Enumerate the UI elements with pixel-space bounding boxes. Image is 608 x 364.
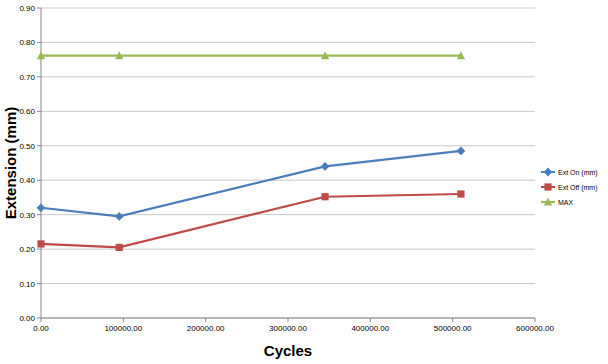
- tick-mark: [41, 318, 42, 322]
- grid-line: [41, 42, 535, 43]
- x-axis-title: Cycles: [264, 342, 312, 359]
- tick-label: 600000.00: [516, 324, 554, 333]
- grid-line: [41, 249, 535, 250]
- tick-label: 400000.00: [351, 324, 389, 333]
- legend-marker: [544, 198, 552, 206]
- tick-mark: [37, 214, 41, 215]
- legend-label: Ext Off (mm): [558, 184, 598, 192]
- tick-mark: [205, 318, 206, 322]
- series-line: [41, 54, 461, 56]
- data-point: [115, 51, 123, 59]
- data-point: [116, 244, 123, 251]
- grid-line: [41, 76, 535, 77]
- tick-label: 0.10: [19, 280, 35, 289]
- legend-label: MAX: [558, 199, 574, 206]
- tick-mark: [370, 318, 371, 322]
- tick-label: 300000.00: [269, 324, 307, 333]
- tick-mark: [37, 318, 41, 319]
- tick-mark: [452, 318, 453, 322]
- series-line: [41, 151, 461, 216]
- legend: Ext On (mm) Ext Off (mm) MAX: [541, 168, 598, 206]
- data-point: [321, 193, 328, 200]
- tick-label: 0.20: [19, 245, 35, 254]
- grid-line: [41, 318, 535, 319]
- data-point: [321, 162, 330, 171]
- data-point: [37, 240, 44, 247]
- tick-label: 0.90: [19, 4, 35, 13]
- tick-mark: [37, 8, 41, 9]
- tick-label: 0.00: [33, 324, 49, 333]
- tick-label: 0.50: [19, 142, 35, 151]
- tick-label: 0.00: [19, 314, 35, 323]
- data-point: [457, 147, 466, 156]
- tick-mark: [37, 283, 41, 284]
- series-line: [41, 194, 461, 247]
- tick-mark: [535, 318, 536, 322]
- data-point: [37, 51, 45, 59]
- data-point: [457, 190, 464, 197]
- legend-marker: [544, 168, 553, 177]
- tick-mark: [37, 42, 41, 43]
- grid-line: [41, 8, 535, 9]
- data-point: [457, 51, 465, 59]
- tick-label: 500000.00: [434, 324, 472, 333]
- legend-marker: [544, 183, 551, 190]
- tick-mark: [37, 180, 41, 181]
- tick-mark: [37, 111, 41, 112]
- tick-label: 0.30: [19, 211, 35, 220]
- chart: 0.00 0.10 0.20 0.30 0.40 0.50 0.60 0.70 0.80 0.90…: [0, 0, 608, 364]
- grid-line: [41, 283, 535, 284]
- plot-area: [37, 51, 466, 251]
- y-axis-title: Extension (mm): [2, 107, 19, 220]
- grid-line: [41, 145, 535, 146]
- data-point: [37, 203, 46, 212]
- legend-label: Ext On (mm): [558, 169, 598, 177]
- tick-mark: [123, 318, 124, 322]
- x-axis: [41, 318, 535, 319]
- tick-label: 0.60: [19, 107, 35, 116]
- grid-line: [41, 111, 535, 112]
- tick-mark: [37, 145, 41, 146]
- data-point: [115, 212, 124, 221]
- tick-label: 0.80: [19, 38, 35, 47]
- tick-label: 0.40: [19, 176, 35, 185]
- tick-mark: [37, 249, 41, 250]
- tick-label: 200000.00: [187, 324, 225, 333]
- tick-label: 100000.00: [104, 324, 142, 333]
- grid-line: [41, 180, 535, 181]
- tick-label: 0.70: [19, 73, 35, 82]
- data-point: [321, 51, 329, 59]
- tick-mark: [288, 318, 289, 322]
- tick-mark: [37, 76, 41, 77]
